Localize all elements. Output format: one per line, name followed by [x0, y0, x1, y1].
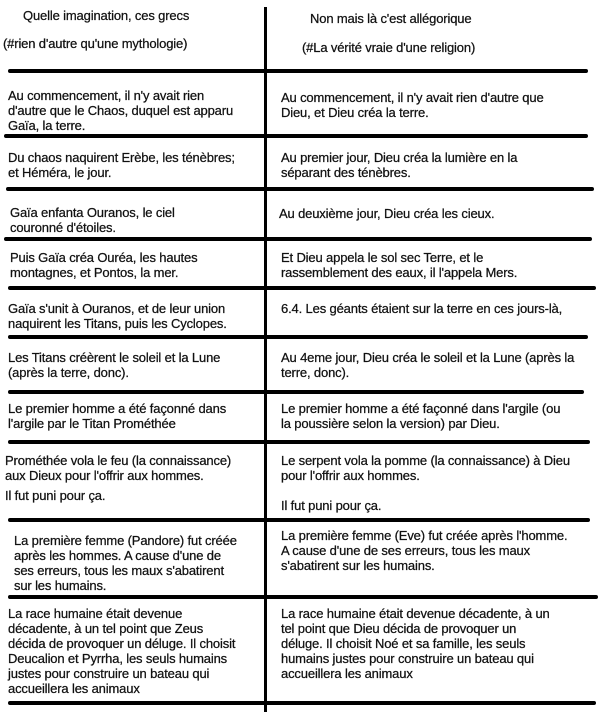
right-header-title: Non mais là c'est allégorique — [310, 11, 472, 26]
left-header-title: Quelle imagination, ces grecs — [23, 8, 190, 23]
row-7-right: Le premier homme a été façonné dans l'ar… — [281, 401, 561, 431]
row-divider — [8, 390, 584, 394]
row-2-left: Du chaos naquirent Erèbe, les ténèbres; … — [8, 150, 235, 180]
row-10-right: La race humaine était devenue décadente,… — [281, 606, 550, 681]
column-divider — [264, 7, 267, 712]
row-6-right: Au 4eme jour, Dieu créa le soleil et la … — [281, 350, 575, 380]
row-divider — [8, 440, 590, 444]
row-divider — [8, 335, 588, 339]
row-8-left-extra: Il fut puni pour ça. — [5, 488, 106, 503]
row-divider — [4, 134, 588, 138]
row-8-right: Le serpent vola la pomme (la connaissanc… — [281, 453, 570, 483]
row-5-left: Gaïa s'unit à Ouranos, et de leur union … — [8, 301, 227, 331]
row-8-right-extra: Il fut puni pour ça. — [281, 498, 382, 513]
row-7-left: Le premier homme a été façonné dans l'ar… — [8, 401, 227, 431]
row-divider — [8, 286, 596, 290]
row-4-right: Et Dieu appela le sol sec Terre, et le r… — [281, 250, 518, 280]
row-8-left: Prométhée vola le feu (la connaissance) … — [5, 453, 232, 483]
row-4-left: Puis Gaïa créa Ouréa, les hautes montagn… — [10, 250, 198, 280]
right-header-subtitle: (#La vérité vraie d'une religion) — [302, 40, 476, 55]
row-divider — [8, 69, 588, 73]
row-9-right: La première femme (Eve) fut créée après … — [281, 528, 568, 573]
row-1-right: Au commencement, il n'y avait rien d'aut… — [281, 90, 544, 120]
row-10-left: La race humaine était devenue décadente,… — [8, 606, 236, 696]
row-divider — [8, 595, 598, 599]
row-3-right: Au deuxième jour, Dieu créa les cieux. — [279, 206, 495, 221]
row-6-left: Les Titans créèrent le soleil et la Lune… — [8, 350, 221, 380]
row-1-left: Au commencement, il n'y avait rien d'aut… — [8, 88, 234, 133]
row-5-right: 6.4. Les géants étaient sur la terre en … — [281, 301, 563, 316]
row-divider — [8, 701, 596, 705]
row-3-left: Gaïa enfanta Ouranos, le ciel couronné d… — [10, 205, 175, 235]
row-9-left: La première femme (Pandore) fut créée ap… — [14, 533, 237, 593]
row-divider — [4, 237, 592, 241]
row-2-right: Au premier jour, Dieu créa la lumière en… — [281, 150, 518, 180]
left-header-subtitle: (#rien d'autre qu'une mythologie) — [3, 36, 188, 51]
row-divider — [6, 187, 594, 191]
row-divider — [8, 518, 590, 522]
